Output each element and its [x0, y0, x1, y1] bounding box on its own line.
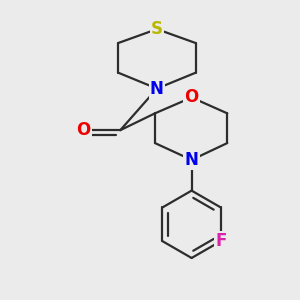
Text: S: S — [151, 20, 163, 38]
Text: N: N — [185, 151, 199, 169]
Text: F: F — [215, 232, 226, 250]
Text: O: O — [76, 121, 91, 139]
Text: N: N — [150, 80, 164, 98]
Text: O: O — [184, 88, 199, 106]
